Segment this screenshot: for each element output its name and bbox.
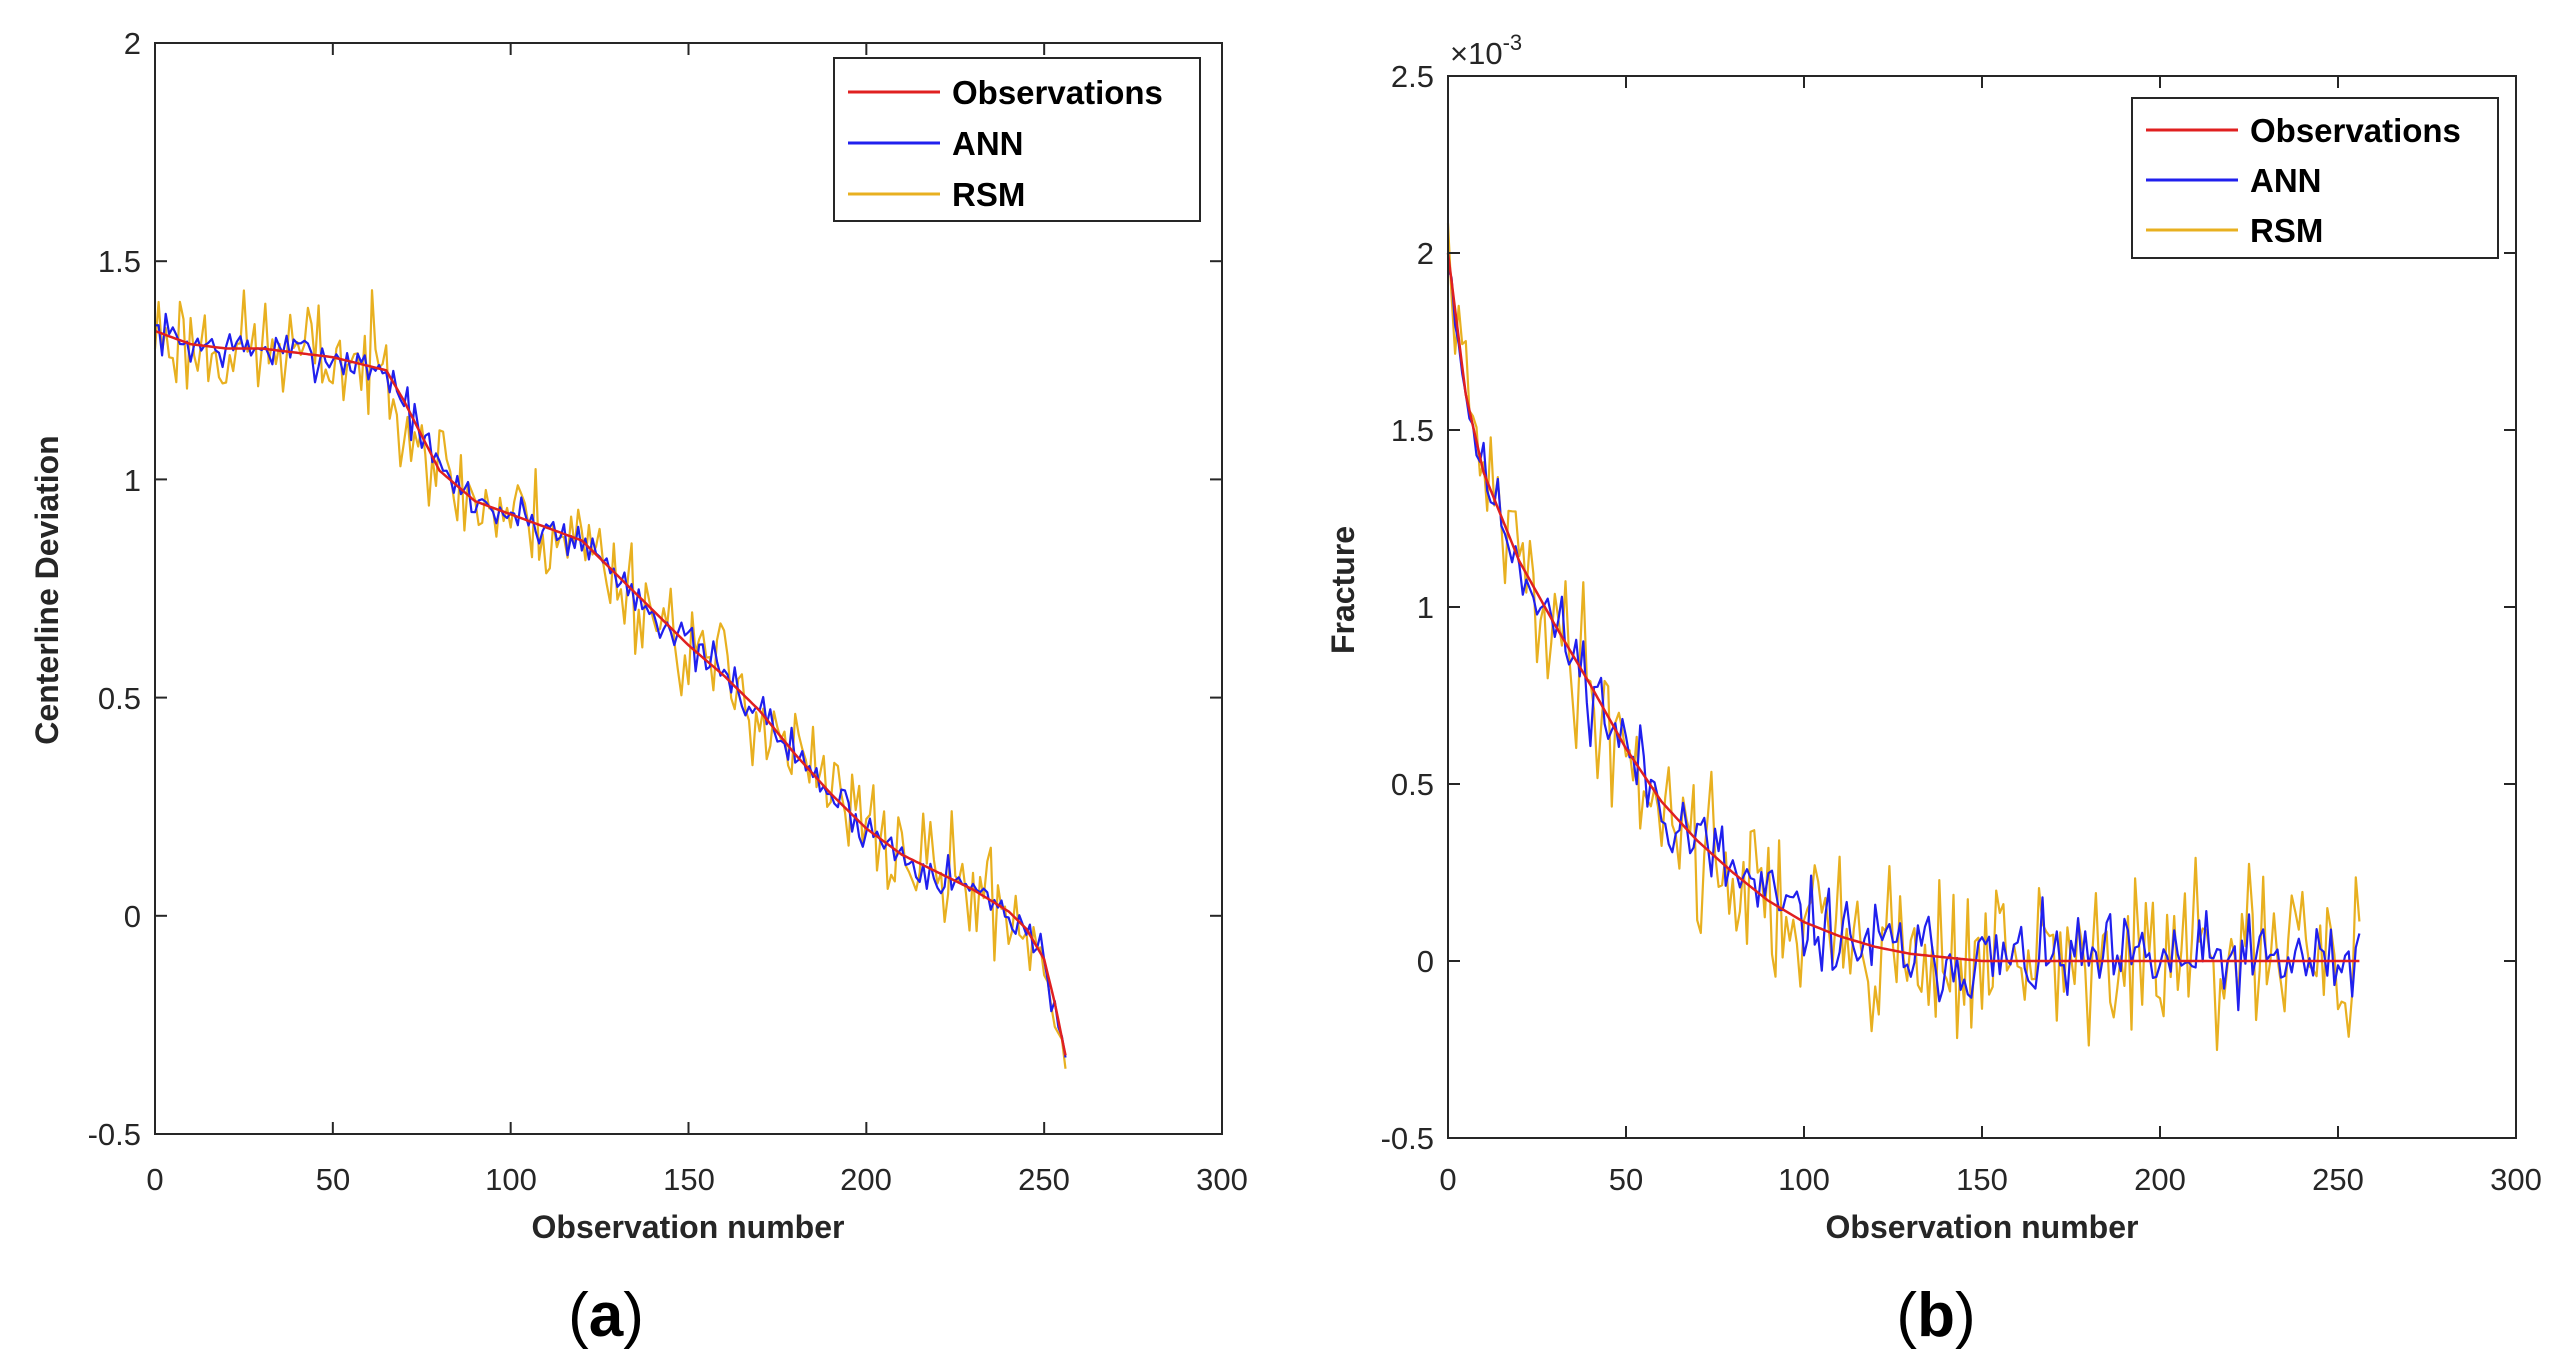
x-tick-label: 300: [2490, 1162, 2542, 1197]
y-tick-label: 1.5: [1391, 413, 1434, 448]
series-line-observations: [154, 329, 1067, 1056]
legend-b: Observations ANN RSM: [2131, 97, 2499, 259]
legend-label-rsm: RSM: [2250, 212, 2323, 249]
y-axis-label: Centerline Deviation: [29, 435, 65, 744]
x-tick-label: 250: [2312, 1162, 2364, 1197]
legend-label-rsm: RSM: [952, 176, 1025, 213]
y-scale-exponent: -3: [1503, 30, 1523, 55]
y-tick-label: 2: [1417, 236, 1434, 271]
caption-b: (b): [1896, 1281, 1975, 1350]
x-tick-label: 50: [316, 1162, 350, 1197]
x-tick-label: 0: [146, 1162, 163, 1197]
x-tick-label: 150: [663, 1162, 715, 1197]
chart-panel-a: 2 1.5 1 0.5 0 -0.5 0 50 100 150 200 250 …: [29, 26, 1248, 1350]
y-scale-multiplier: ×10-3: [1450, 30, 1522, 71]
caption-a-letter: a: [589, 1281, 624, 1350]
caption-b-open: (: [1896, 1281, 1917, 1350]
legend-label-ann: ANN: [2250, 162, 2322, 199]
y-tick-label: 2.5: [1391, 59, 1434, 94]
y-tick-label: 0: [124, 899, 141, 934]
series-group-b: [1446, 223, 2361, 1052]
x-tick-label: 100: [1778, 1162, 1830, 1197]
x-tick-label: 50: [1609, 1162, 1643, 1197]
x-tick-label: 300: [1196, 1162, 1248, 1197]
x-tick-label: 200: [2134, 1162, 2186, 1197]
series-line-ann: [1446, 268, 2361, 1012]
y-tick-label: 1.5: [98, 244, 141, 279]
y-tick-label: 0: [1417, 944, 1434, 979]
caption-b-close: ): [1955, 1281, 1976, 1350]
caption-a-close: ): [623, 1281, 644, 1350]
y-scale-base: ×10: [1450, 36, 1503, 71]
axes-box-b: [1447, 75, 2517, 1139]
legend-label-observations: Observations: [952, 74, 1163, 111]
axes-box-a: [154, 42, 1223, 1135]
caption-b-letter: b: [1917, 1281, 1955, 1350]
x-tick-label: 100: [485, 1162, 537, 1197]
y-tick-label: 1: [124, 463, 141, 498]
legend-box: [833, 57, 1201, 222]
series-line-observations: [1446, 252, 2360, 963]
series-group-a: [153, 289, 1067, 1069]
caption-a: (a): [568, 1281, 644, 1350]
y-tick-label: 2: [124, 26, 141, 61]
series-line-ann: [154, 312, 1067, 1058]
y-tick-label: 0.5: [1391, 767, 1434, 802]
x-axis-label: Observation number: [532, 1209, 845, 1245]
x-tick-label: 0: [1439, 1162, 1456, 1197]
x-axis-label: Observation number: [1826, 1209, 2139, 1245]
chart-panel-b: ×10-3 2.5 2 1.5 1 0.5 0 -0.5 0 50 100 15…: [1325, 30, 2542, 1350]
y-axis-label: Fracture: [1325, 526, 1361, 654]
legend-label-ann: ANN: [952, 125, 1024, 162]
caption-a-open: (: [568, 1281, 589, 1350]
x-tick-label: 250: [1018, 1162, 1070, 1197]
y-tick-label: -0.5: [88, 1117, 141, 1152]
y-tick-label: 0.5: [98, 681, 141, 716]
y-tick-label: 1: [1417, 590, 1434, 625]
x-tick-label: 150: [1956, 1162, 2008, 1197]
series-line-rsm: [153, 289, 1067, 1069]
x-tick-label: 200: [840, 1162, 892, 1197]
y-tick-label: -0.5: [1381, 1121, 1434, 1156]
legend-label-observations: Observations: [2250, 112, 2461, 149]
legend-a: Observations ANN RSM: [833, 57, 1201, 222]
